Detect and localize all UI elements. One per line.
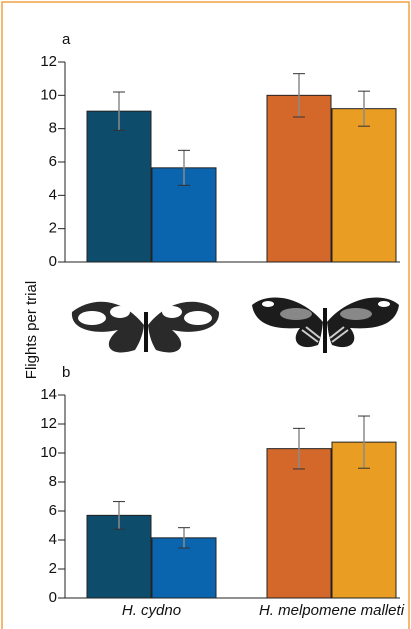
panel-label: a: [62, 31, 71, 48]
y-tick-label: 14: [40, 386, 57, 403]
bar: [266, 448, 332, 599]
y-tick-label: 10: [40, 444, 57, 461]
y-tick-label: 0: [49, 589, 57, 606]
butterfly-melpomene: [252, 297, 399, 353]
y-tick-label: 10: [40, 86, 57, 103]
y-tick-label: 6: [49, 502, 57, 519]
bar: [266, 94, 332, 263]
y-tick-label: 12: [40, 415, 57, 432]
y-tick-label: 8: [49, 120, 57, 137]
y-tick-label: 2: [49, 220, 57, 237]
y-tick-label: 6: [49, 153, 57, 170]
y-tick-label: 4: [49, 531, 57, 548]
y-axis-label: Flights per trial: [23, 281, 40, 379]
y-tick-label: 2: [49, 560, 57, 577]
y-tick-label: 4: [49, 186, 57, 203]
y-tick-label: 0: [49, 253, 57, 270]
y-tick-label: 8: [49, 473, 57, 490]
butterfly-cydno: [71, 301, 220, 353]
x-tick-label: H. cydno: [122, 602, 181, 619]
panel-label: b: [62, 364, 70, 381]
bar: [86, 110, 152, 263]
bar: [331, 108, 397, 263]
x-tick-label: H. melpomene malleti: [259, 602, 405, 619]
y-tick-label: 12: [40, 53, 57, 70]
